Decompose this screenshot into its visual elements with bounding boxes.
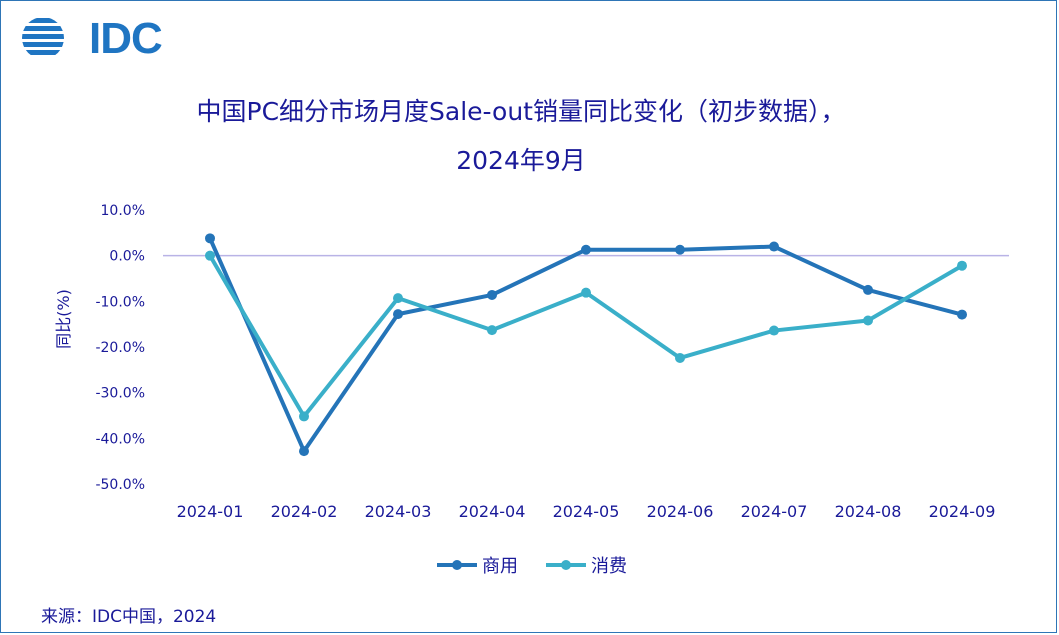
data-point xyxy=(205,250,215,261)
y-tick-label: -40.0% xyxy=(95,431,145,447)
x-axis: 2024-01 2024-02 2024-03 2024-04 2024-05 2024-… xyxy=(177,502,996,521)
x-tick-label: 2024-03 xyxy=(365,502,432,521)
data-point xyxy=(205,233,215,244)
logo-text: IDC xyxy=(89,14,163,63)
source-note: 来源：IDC中国，2024 xyxy=(41,607,217,627)
legend-label: 消费 xyxy=(591,556,627,577)
data-point xyxy=(675,352,685,363)
idc-logo: IDC xyxy=(21,15,171,61)
y-tick-label: 0.0% xyxy=(109,249,145,265)
legend-item: 消费 xyxy=(546,556,627,577)
data-point xyxy=(863,284,873,295)
data-point xyxy=(957,260,967,271)
data-point xyxy=(581,287,591,298)
data-point xyxy=(675,244,685,255)
series-line xyxy=(208,236,964,454)
legend: 商用 消费 xyxy=(437,556,627,577)
y-axis-label: 同比(%) xyxy=(54,289,73,349)
globe-icon xyxy=(22,18,64,55)
data-point xyxy=(487,325,497,336)
series-1 xyxy=(205,233,967,457)
data-point xyxy=(863,315,873,326)
x-tick-label: 2024-07 xyxy=(741,502,808,521)
y-tick-label: 10.0% xyxy=(101,203,145,219)
x-tick-label: 2024-06 xyxy=(647,502,714,521)
data-point xyxy=(581,244,591,255)
legend-item: 商用 xyxy=(437,556,518,577)
x-tick-label: 2024-01 xyxy=(177,502,244,521)
series-group xyxy=(205,233,967,457)
legend-marker xyxy=(561,560,571,570)
line-chart: 10.0%0.0%-10.0%-20.0%-30.0%-40.0%-50.0% … xyxy=(54,203,1009,577)
data-point xyxy=(393,309,403,320)
x-tick-label: 2024-05 xyxy=(553,502,620,521)
data-point xyxy=(769,325,779,336)
y-tick-label: -50.0% xyxy=(95,477,145,493)
data-point xyxy=(487,289,497,300)
y-axis: 10.0% 0.0% -10.0% -20.0% -30.0% -40.0% -50.0% xyxy=(95,203,145,493)
chart-title: 中国PC细分市场月度Sale-out销量同比变化（初步数据）， xyxy=(196,97,846,126)
y-tick-label: -20.0% xyxy=(95,340,145,356)
x-tick-label: 2024-04 xyxy=(459,502,526,521)
y-tick-label: -30.0% xyxy=(95,386,145,402)
legend-label: 商用 xyxy=(482,556,518,577)
data-point xyxy=(299,446,309,457)
legend-marker xyxy=(452,560,462,570)
x-tick-label: 2024-02 xyxy=(271,502,338,521)
data-point xyxy=(957,309,967,320)
chart-subtitle: 2024年9月 xyxy=(456,146,586,175)
x-tick-label: 2024-08 xyxy=(835,502,902,521)
data-point xyxy=(299,411,309,422)
data-point xyxy=(393,293,403,304)
data-point xyxy=(769,241,779,252)
y-tick-label: -10.0% xyxy=(95,294,145,310)
x-tick-label: 2024-09 xyxy=(929,502,996,521)
series-2 xyxy=(205,250,967,422)
